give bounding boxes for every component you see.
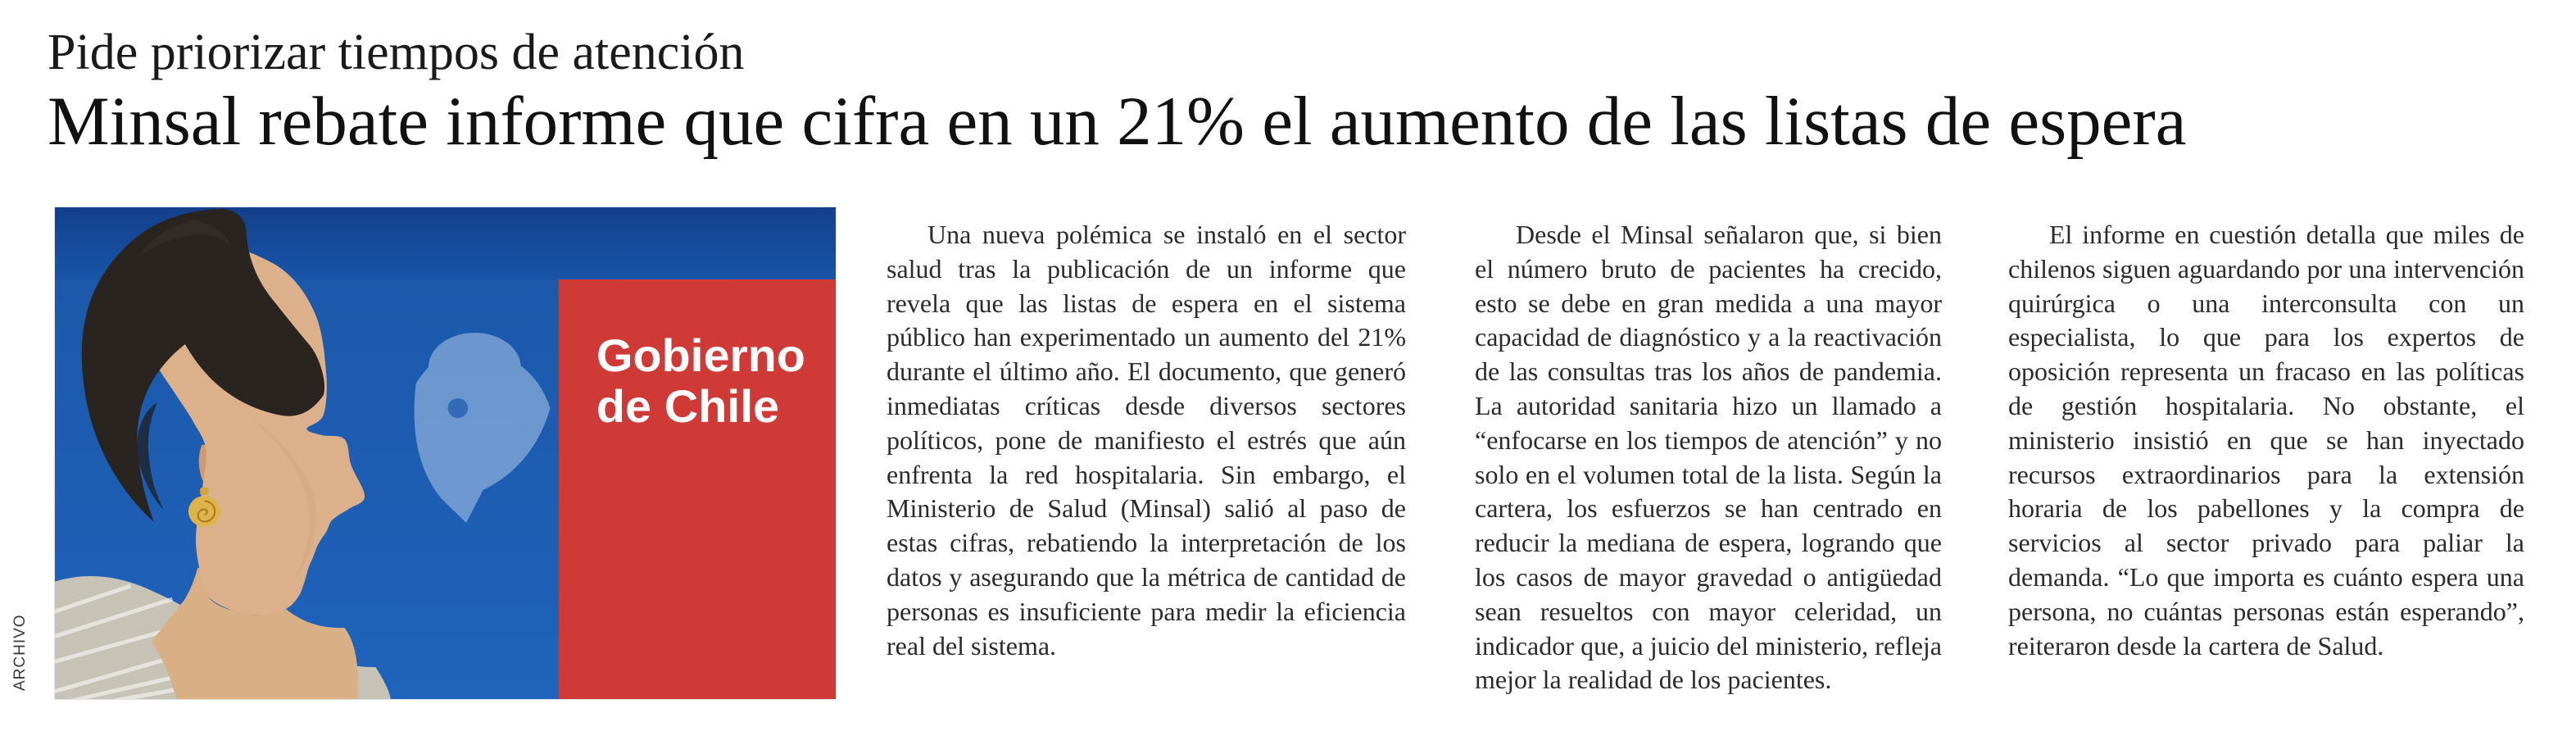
svg-text:Gobierno: Gobierno bbox=[596, 331, 805, 382]
svg-text:de Chile: de Chile bbox=[596, 382, 779, 433]
